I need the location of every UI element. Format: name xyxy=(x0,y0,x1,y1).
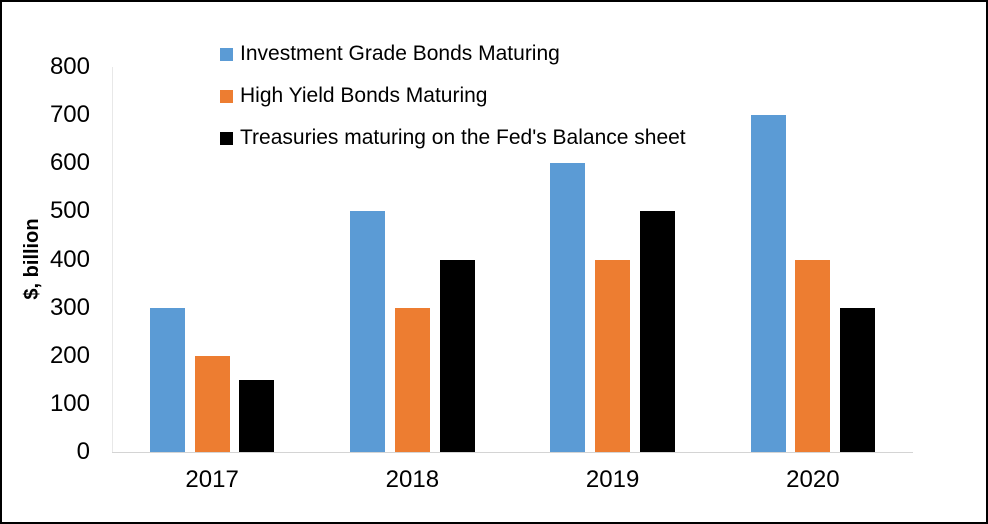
legend-item-3: Treasuries maturing on the Fed's Balance… xyxy=(220,117,686,159)
y-tick-label-500: 500 xyxy=(49,197,90,225)
y-tick-label-300: 300 xyxy=(49,293,90,321)
x-axis-label-2018: 2018 xyxy=(385,466,440,493)
bar-series2-2020 xyxy=(795,259,831,452)
y-tick-label-200: 200 xyxy=(49,341,90,369)
legend-item-1: Investment Grade Bonds Maturing xyxy=(220,33,686,75)
legend-swatch-icon xyxy=(220,47,233,61)
bar-series1-2017 xyxy=(149,307,185,452)
legend-label: Investment Grade Bonds Maturing xyxy=(240,42,560,65)
bar-series3-2019 xyxy=(639,211,675,452)
x-axis-label-2017: 2017 xyxy=(185,466,239,493)
bar-series2-2017 xyxy=(194,355,230,452)
y-axis-line xyxy=(112,67,113,452)
legend-swatch-icon xyxy=(220,89,233,103)
y-tick-label-100: 100 xyxy=(49,389,90,417)
bar-series1-2020 xyxy=(750,115,786,452)
bar-series1-2019 xyxy=(550,163,586,452)
y-tick-label-600: 600 xyxy=(49,149,90,177)
y-tick-label-400: 400 xyxy=(49,245,90,273)
legend-swatch-icon xyxy=(220,131,233,145)
x-axis-line xyxy=(112,452,913,453)
bar-series3-2020 xyxy=(840,307,876,452)
y-tick-label-700: 700 xyxy=(49,101,90,129)
legend-label: Treasuries maturing on the Fed's Balance… xyxy=(240,126,686,149)
bar-series2-2019 xyxy=(595,259,631,452)
x-axis-label-2020: 2020 xyxy=(786,466,840,493)
legend-item-2: High Yield Bonds Maturing xyxy=(220,75,686,117)
bar-series3-2018 xyxy=(439,259,475,452)
bar-series3-2017 xyxy=(239,379,275,452)
y-tick-label-0: 0 xyxy=(76,438,90,465)
legend-label: High Yield Bonds Maturing xyxy=(240,84,488,107)
legend: Investment Grade Bonds Maturing High Yiel… xyxy=(220,33,686,159)
bar-series2-2018 xyxy=(394,307,430,452)
y-tick-label-800: 800 xyxy=(49,53,90,80)
x-axis-label-2019: 2019 xyxy=(585,466,640,493)
bar-series1-2018 xyxy=(350,211,386,452)
